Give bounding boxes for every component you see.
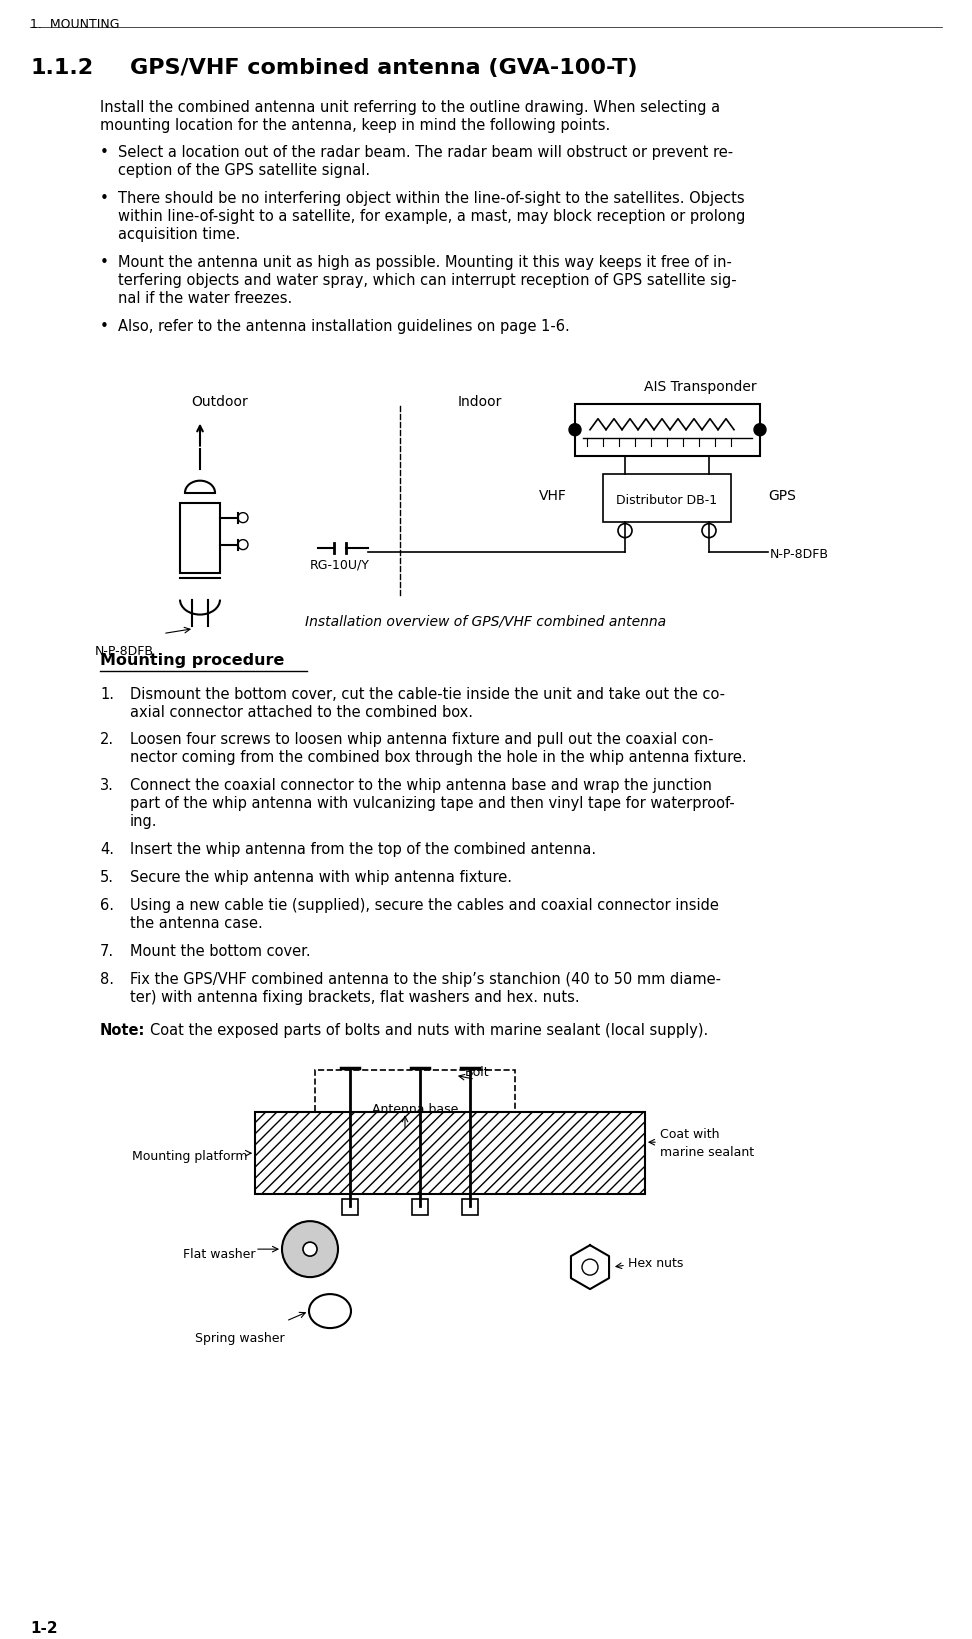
Text: Antenna base: Antenna base <box>372 1103 458 1116</box>
Text: Indoor: Indoor <box>458 395 503 408</box>
Text: part of the whip antenna with vulcanizing tape and then vinyl tape for waterproo: part of the whip antenna with vulcanizin… <box>130 797 735 811</box>
Text: Mounting platform: Mounting platform <box>131 1149 247 1162</box>
Text: Mounting procedure: Mounting procedure <box>100 652 285 667</box>
Text: There should be no interfering object within the line-of-sight to the satellites: There should be no interfering object wi… <box>118 190 745 207</box>
Text: GPS/VHF combined antenna (GVA-100-T): GPS/VHF combined antenna (GVA-100-T) <box>130 57 638 79</box>
Text: 5.: 5. <box>100 870 114 885</box>
Text: axial connector attached to the combined box.: axial connector attached to the combined… <box>130 705 473 720</box>
Text: Insert the whip antenna from the top of the combined antenna.: Insert the whip antenna from the top of … <box>130 842 596 857</box>
Text: 1.1.2: 1.1.2 <box>30 57 93 79</box>
Bar <box>255 1113 645 1195</box>
Text: nector coming from the combined box through the hole in the whip antenna fixture: nector coming from the combined box thro… <box>130 751 746 765</box>
Text: Outdoor: Outdoor <box>191 395 249 408</box>
Text: within line-of-sight to a satellite, for example, a mast, may block reception or: within line-of-sight to a satellite, for… <box>118 208 746 223</box>
Text: AIS Transponder: AIS Transponder <box>643 380 756 393</box>
Text: Install the combined antenna unit referring to the outline drawing. When selecti: Install the combined antenna unit referr… <box>100 100 720 115</box>
Text: 1.: 1. <box>100 687 114 701</box>
Text: VHF: VHF <box>539 488 567 503</box>
Text: Note:: Note: <box>100 1023 146 1037</box>
Text: Mount the antenna unit as high as possible. Mounting it this way keeps it free o: Mount the antenna unit as high as possib… <box>118 254 732 270</box>
Text: •: • <box>100 190 109 207</box>
Text: Loosen four screws to loosen whip antenna fixture and pull out the coaxial con-: Loosen four screws to loosen whip antenn… <box>130 733 713 747</box>
Text: Coat the exposed parts of bolts and nuts with marine sealant (local supply).: Coat the exposed parts of bolts and nuts… <box>150 1023 709 1037</box>
Text: Secure the whip antenna with whip antenna fixture.: Secure the whip antenna with whip antenn… <box>130 870 512 885</box>
Text: 3.: 3. <box>100 779 114 793</box>
Circle shape <box>282 1221 338 1277</box>
Text: 7.: 7. <box>100 944 114 959</box>
Text: Also, refer to the antenna installation guidelines on page 1-6.: Also, refer to the antenna installation … <box>118 318 570 334</box>
Text: 8.: 8. <box>100 972 114 987</box>
Text: Connect the coaxial connector to the whip antenna base and wrap the junction: Connect the coaxial connector to the whi… <box>130 779 712 793</box>
Text: nal if the water freezes.: nal if the water freezes. <box>118 290 293 305</box>
Text: mounting location for the antenna, keep in mind the following points.: mounting location for the antenna, keep … <box>100 118 610 133</box>
Text: Flat washer: Flat washer <box>183 1247 255 1260</box>
Bar <box>180 503 220 574</box>
Text: Installation overview of GPS/VHF combined antenna: Installation overview of GPS/VHF combine… <box>305 615 667 628</box>
Text: terfering objects and water spray, which can interrupt reception of GPS satellit: terfering objects and water spray, which… <box>118 272 737 287</box>
Text: Coat with
marine sealant: Coat with marine sealant <box>660 1128 754 1159</box>
Circle shape <box>303 1242 317 1257</box>
Text: Hex nuts: Hex nuts <box>628 1255 683 1269</box>
Circle shape <box>569 425 581 436</box>
Text: acquisition time.: acquisition time. <box>118 226 240 241</box>
Text: ter) with antenna fixing brackets, flat washers and hex. nuts.: ter) with antenna fixing brackets, flat … <box>130 990 579 1005</box>
Text: Bolt: Bolt <box>465 1065 490 1078</box>
Text: ing.: ing. <box>130 815 157 829</box>
Text: 1.  MOUNTING: 1. MOUNTING <box>30 18 120 31</box>
Text: •: • <box>100 144 109 159</box>
Text: Dismount the bottom cover, cut the cable-tie inside the unit and take out the co: Dismount the bottom cover, cut the cable… <box>130 687 725 701</box>
Text: 6.: 6. <box>100 898 114 913</box>
Text: 1-2: 1-2 <box>30 1619 57 1634</box>
Text: Distributor DB-1: Distributor DB-1 <box>616 493 717 506</box>
Text: GPS: GPS <box>768 488 796 503</box>
Text: N-P-8DFB: N-P-8DFB <box>95 644 154 657</box>
Text: Fix the GPS/VHF combined antenna to the ship’s stanchion (40 to 50 mm diame-: Fix the GPS/VHF combined antenna to the … <box>130 972 721 987</box>
Text: Mount the bottom cover.: Mount the bottom cover. <box>130 944 311 959</box>
Text: ception of the GPS satellite signal.: ception of the GPS satellite signal. <box>118 162 370 177</box>
Text: the antenna case.: the antenna case. <box>130 916 262 931</box>
Bar <box>342 1200 358 1216</box>
Bar <box>412 1200 428 1216</box>
Text: N-P-8DFB: N-P-8DFB <box>770 547 829 561</box>
Bar <box>462 1200 478 1216</box>
Text: 2.: 2. <box>100 733 114 747</box>
Text: Spring washer: Spring washer <box>195 1331 285 1344</box>
Text: •: • <box>100 254 109 270</box>
Text: 4.: 4. <box>100 842 114 857</box>
Text: RG-10U/Y: RG-10U/Y <box>310 559 370 572</box>
Text: Select a location out of the radar beam. The radar beam will obstruct or prevent: Select a location out of the radar beam.… <box>118 144 733 159</box>
Bar <box>575 405 760 456</box>
Text: Using a new cable tie (supplied), secure the cables and coaxial connector inside: Using a new cable tie (supplied), secure… <box>130 898 719 913</box>
Text: •: • <box>100 318 109 334</box>
Bar <box>603 474 731 523</box>
Circle shape <box>754 425 766 436</box>
